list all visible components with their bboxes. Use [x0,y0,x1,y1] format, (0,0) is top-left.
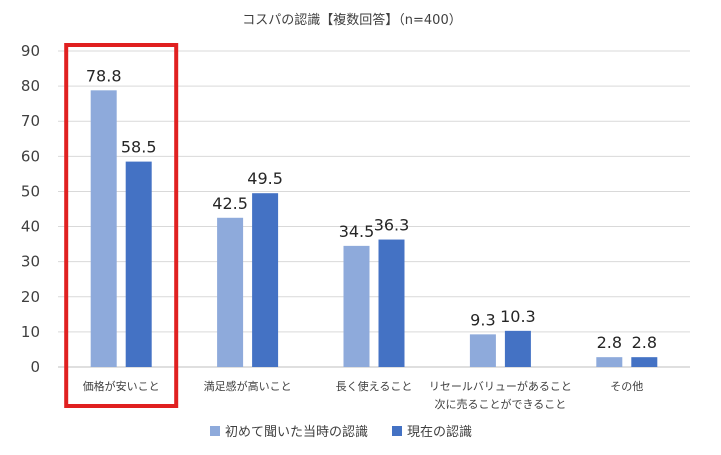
bar [343,245,370,367]
bar [252,193,279,367]
y-tick-label: 50 [21,182,40,200]
legend-label: 現在の認識 [407,424,472,440]
legend-label: 初めて聞いた当時の認識 [225,424,368,440]
y-tick-label: 80 [21,77,40,95]
y-axis-ticks: 0 10 20 30 40 50 60 70 80 90 [21,42,40,376]
data-label: 49.5 [247,169,283,188]
data-label: 58.5 [121,138,157,157]
legend: 初めて聞いた当時の認識 現在の認識 [210,424,472,440]
bar [125,161,152,367]
y-tick-label: 40 [21,218,40,236]
x-axis-categories: 価格が安いこと 満足感が高いこと 長く使えること リセールバリューがあること次に売るこ… [83,379,644,411]
category-label: その他 [610,380,643,393]
y-tick-label: 20 [21,288,40,306]
category-label: 次に売ることができること [435,397,567,411]
y-tick-label: 60 [21,147,40,165]
data-label: 34.5 [339,222,375,241]
data-label: 42.5 [212,194,248,213]
highlight-box [64,43,179,408]
data-label: 2.8 [632,333,657,352]
legend-swatch [210,426,220,436]
bar [378,239,405,367]
data-labels: 78.8 58.5 42.5 49.5 34.5 36.3 9.3 10.3 2.8 2.8 [86,66,657,352]
highlight-rectangle [64,43,179,408]
y-tick-label: 30 [21,253,40,271]
bar [469,334,496,367]
data-label: 78.8 [86,66,122,85]
bar [596,357,623,367]
data-label: 36.3 [374,216,410,235]
data-label: 2.8 [597,333,622,352]
gridlines [58,50,690,368]
bars [90,90,658,367]
bar [90,90,117,367]
category-label: 満足感が高いこと [204,379,292,393]
y-tick-label: 10 [21,323,40,341]
y-tick-label: 90 [21,42,40,60]
category-label: 価格が安いこと [83,379,160,393]
category-label: 長く使えること [336,380,413,393]
data-label: 10.3 [500,307,536,326]
chart-title: コスパの認識【複数回答】（n=400） [242,12,461,28]
y-tick-label: 0 [30,358,40,376]
bar [504,330,531,367]
legend-swatch [392,426,402,436]
category-label: リセールバリューがあること [429,379,572,393]
data-label: 9.3 [470,310,495,329]
y-tick-label: 70 [21,112,40,130]
bar [631,357,658,367]
bar [217,217,244,367]
